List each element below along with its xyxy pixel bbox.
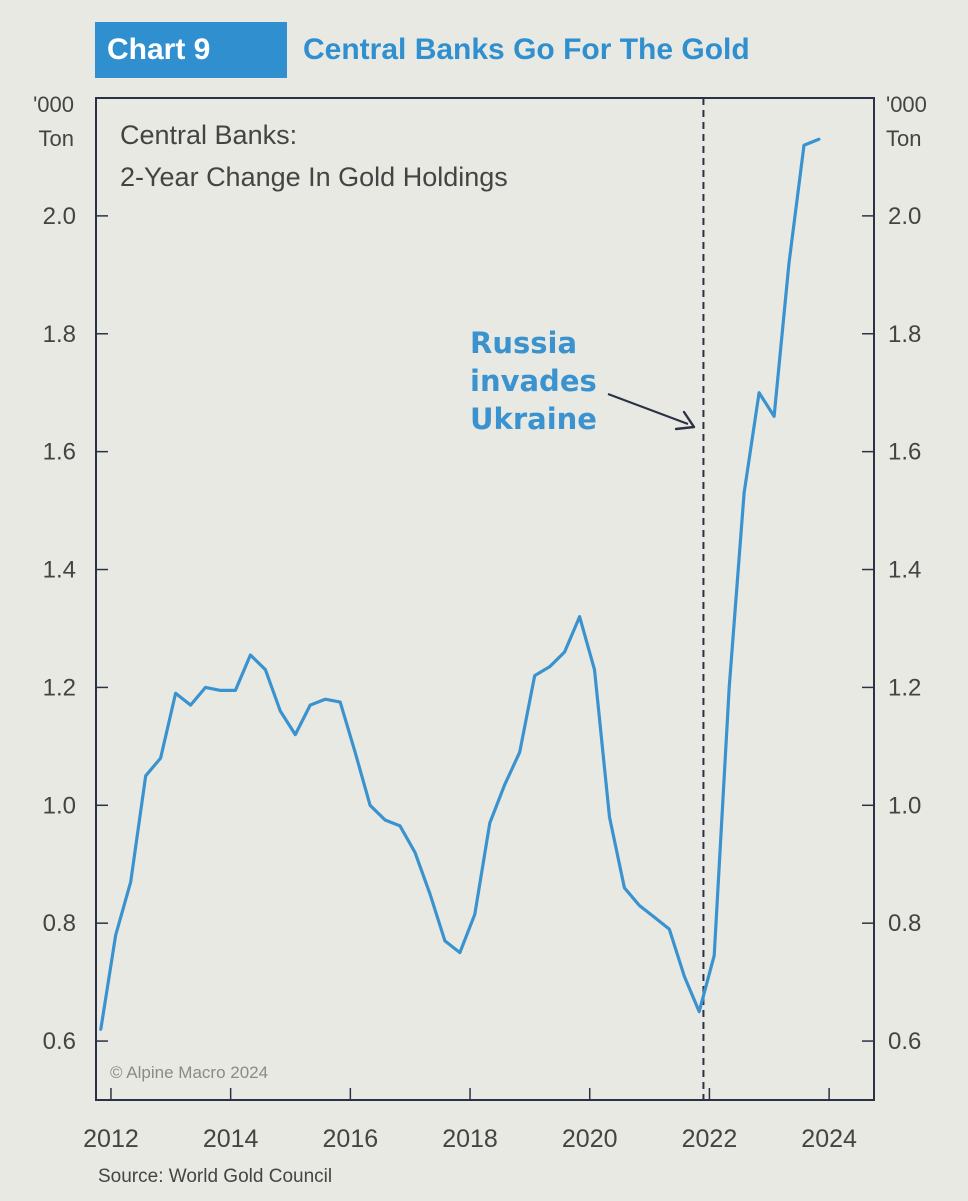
- copyright-note: © Alpine Macro 2024: [110, 1063, 268, 1082]
- x-tick-label: 2014: [203, 1125, 259, 1153]
- annotation-arrow-head: [674, 410, 696, 431]
- y-tick-label-right: 1.0: [888, 792, 921, 819]
- y-tick-label-left: 1.0: [43, 792, 76, 819]
- x-tick-label: 2024: [801, 1125, 857, 1153]
- plot-title-line1: Central Banks:: [120, 120, 297, 150]
- y-unit-label-left-line1: '000: [33, 92, 74, 117]
- y-tick-label-right: 0.8: [888, 910, 921, 937]
- y-tick-label-right: 2.0: [888, 203, 921, 230]
- source-note: Source: World Gold Council: [98, 1166, 333, 1187]
- y-tick-label-left: 1.6: [43, 439, 76, 466]
- plot-frame: [95, 97, 875, 1101]
- y-tick-label-left: 1.2: [43, 674, 76, 701]
- y-tick-label-right: 0.6: [888, 1028, 921, 1055]
- annotation-text: invades: [470, 364, 597, 398]
- chart-number-tag: Chart 9: [95, 22, 287, 78]
- annotation-arrow-shaft: [607, 392, 689, 426]
- annotation-text: Russia: [470, 326, 577, 360]
- y-tick-label-right: 1.6: [888, 439, 921, 466]
- y-tick-label-left: 1.8: [43, 321, 76, 348]
- y-tick-label-left: 2.0: [43, 203, 76, 230]
- chart-header: Chart 9 Central Banks Go For The Gold: [95, 22, 750, 78]
- x-tick-label: 2018: [442, 1125, 498, 1153]
- y-tick-label-right: 1.4: [888, 557, 921, 584]
- x-tick-label: 2012: [83, 1125, 139, 1153]
- x-tick-label: 2016: [323, 1125, 379, 1153]
- y-unit-label-right-line1: '000: [886, 92, 927, 117]
- y-tick-label-left: 1.4: [43, 557, 76, 584]
- chart-title: Central Banks Go For The Gold: [303, 33, 750, 66]
- y-unit-label-right-line2: Ton: [886, 126, 921, 151]
- x-tick-label: 2020: [562, 1125, 618, 1153]
- y-unit-label-left-line2: Ton: [39, 126, 74, 151]
- y-tick-label-right: 1.8: [888, 321, 921, 348]
- plot-title-line2: 2-Year Change In Gold Holdings: [120, 162, 508, 192]
- y-tick-label-left: 0.6: [43, 1028, 76, 1055]
- series-line-gold-holdings: [99, 137, 821, 1031]
- y-tick-label-right: 1.2: [888, 674, 921, 701]
- x-tick-label: 2022: [682, 1125, 738, 1153]
- annotation-text: Ukraine: [470, 402, 597, 436]
- y-tick-label-left: 0.8: [43, 910, 76, 937]
